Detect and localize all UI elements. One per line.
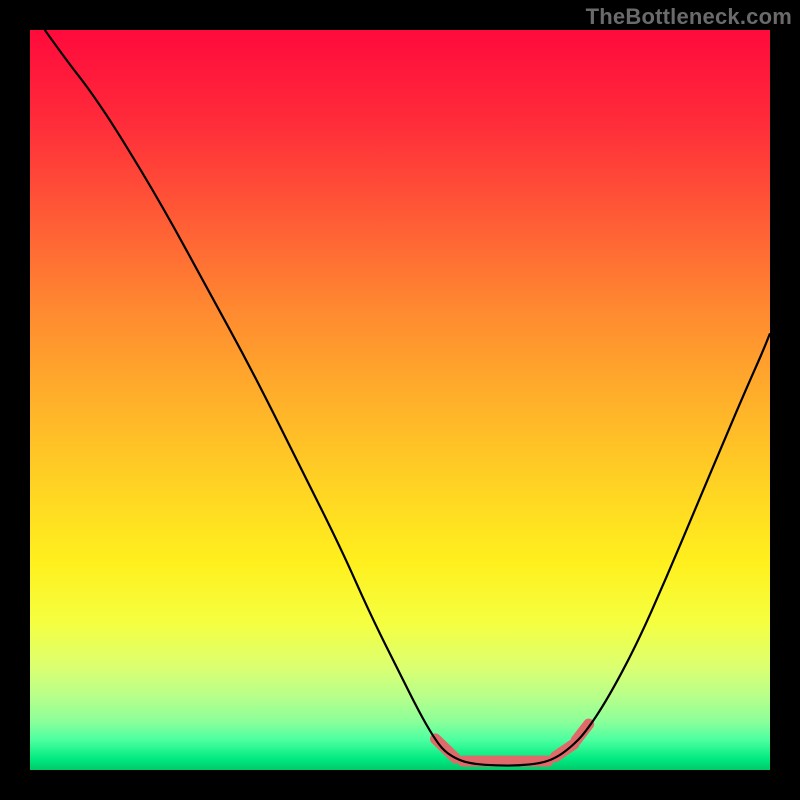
chart-background <box>30 30 770 770</box>
bottleneck-chart: TheBottleneck.com <box>0 0 800 800</box>
watermark-text: TheBottleneck.com <box>586 4 792 30</box>
chart-svg <box>0 0 800 800</box>
